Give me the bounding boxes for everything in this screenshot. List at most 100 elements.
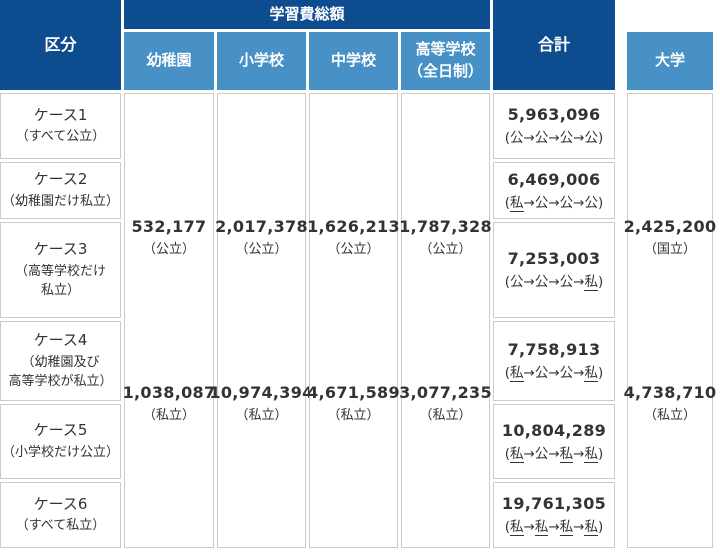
university-private-value: 4,738,710	[623, 382, 717, 402]
case-description-line: （すべて公立）	[15, 129, 106, 145]
private-value: 1,038,087	[122, 382, 216, 402]
private-note: （私立）	[143, 408, 196, 424]
total-cell-case-2: 6,469,006 (私→公→公→公)	[493, 162, 615, 219]
case-cell-case-5: ケース5 （小学校だけ公立）	[0, 404, 121, 479]
case-description-line: （すべて私立）	[15, 518, 106, 534]
tuition-table: 区分 学習費総額 合計 幼稚園 小学校 中学校 高等学校 （全日制） ケース1 （すべて公立…	[0, 0, 615, 548]
case-label: ケース1	[33, 105, 88, 124]
shogakko-private-cost: 10,974,394 （私立）	[209, 381, 313, 426]
route-public: 公	[559, 274, 574, 291]
school-cost-cell-kotogakko: 1,787,328 （公立） 3,077,235 （私立）	[399, 93, 492, 548]
route-private: 私	[534, 519, 549, 537]
school-cost-cell-yochien: 532,177 （公立） 1,038,087 （私立）	[123, 93, 216, 548]
private-note: （私立）	[235, 408, 288, 424]
yochien-private-cost: 1,038,087 （私立）	[123, 381, 216, 426]
university-national-cost: 2,425,200 （国立）	[624, 215, 717, 260]
column-header-daigaku: 大学	[627, 32, 713, 90]
public-value: 2,017,378	[215, 216, 308, 236]
public-value: 1,787,328	[399, 216, 492, 236]
total-value: 5,963,096	[507, 105, 601, 125]
route-private: 私	[510, 194, 524, 212]
route-private: 私	[584, 445, 598, 463]
case-cell-case-1: ケース1 （すべて公立）	[0, 93, 121, 159]
total-route: (私→公→私→私)	[504, 445, 604, 463]
subheader-chugakko-line: 中学校	[330, 51, 376, 70]
total-route: (私→公→公→公)	[504, 194, 604, 212]
subheader-shogakko-line: 小学校	[238, 51, 284, 70]
private-value: 3,077,235	[399, 382, 492, 402]
university-national-note: （国立）	[644, 242, 697, 258]
public-value: 1,626,213	[307, 216, 400, 236]
public-note: （公立）	[235, 242, 288, 258]
route-public: 公	[584, 130, 598, 147]
route-private: 私	[510, 519, 524, 537]
kotogakko-public-cost: 1,787,328 （公立）	[399, 215, 492, 260]
total-value: 7,253,003	[507, 249, 601, 269]
subheader-shogakko: 小学校	[217, 32, 306, 90]
route-public: 公	[559, 130, 574, 147]
private-value: 10,974,394	[209, 382, 314, 402]
route-public: 公	[584, 194, 598, 211]
route-private: 私	[559, 519, 574, 537]
case-cell-case-4: ケース4 （幼稚園及び 高等学校が私立）	[0, 321, 121, 401]
total-cell-case-5: 10,804,289 (私→公→私→私)	[493, 404, 615, 479]
route-public: 公	[534, 130, 549, 147]
group-header-gakushuhi-sogaku: 学習費総額	[124, 0, 490, 29]
school-cost-cell-shogakko: 2,017,378 （公立） 10,974,394 （私立）	[209, 93, 313, 548]
subheader-kotogakko-line: 高等学校	[415, 40, 476, 59]
route-private: 私	[559, 445, 574, 463]
case-description-line: （小学校だけ公立）	[1, 444, 119, 460]
route-public: 公	[534, 274, 549, 291]
private-value: 4,671,589	[307, 382, 400, 402]
case-label: ケース4	[33, 331, 88, 350]
case-description-line: 高等学校が私立）	[8, 373, 113, 389]
public-note: （公立）	[419, 242, 472, 258]
school-cost-cell-chugakko: 1,626,213 （公立） 4,671,589 （私立）	[307, 93, 400, 548]
route-private: 私	[510, 445, 524, 463]
university-private-note: （私立）	[644, 408, 697, 424]
total-route: (私→公→公→私)	[504, 365, 604, 383]
case-cell-case-6: ケース6 （すべて私立）	[0, 482, 121, 548]
case-label: ケース2	[33, 170, 88, 189]
route-public: 公	[510, 130, 524, 147]
private-note: （私立）	[419, 408, 472, 424]
subheader-kotogakko-line: （全日制）	[407, 62, 483, 80]
shogakko-public-cost: 2,017,378 （公立）	[215, 215, 308, 260]
subheader-chugakko: 中学校	[309, 32, 398, 90]
university-cost-cell: 2,425,200 （国立） 4,738,710 （私立）	[624, 93, 716, 548]
route-public: 公	[534, 194, 549, 211]
total-value: 19,761,305	[501, 494, 607, 514]
subheader-yochien: 幼稚園	[124, 32, 214, 90]
case-label: ケース3	[33, 240, 88, 259]
total-value: 6,469,006	[507, 169, 601, 189]
case-description-line: （高等学校だけ	[14, 264, 106, 280]
route-public: 公	[559, 194, 574, 211]
subheader-kotogakko: 高等学校 （全日制）	[401, 32, 490, 90]
total-cell-case-1: 5,963,096 (公→公→公→公)	[493, 93, 615, 159]
public-value: 532,177	[131, 216, 207, 236]
total-cell-case-3: 7,253,003 (公→公→公→私)	[493, 222, 615, 318]
column-header-gokei: 合計	[493, 0, 615, 90]
case-description-line: （幼稚園及び	[21, 355, 100, 371]
private-note: （私立）	[327, 408, 380, 424]
case-cell-case-3: ケース3 （高等学校だけ 私立）	[0, 222, 121, 318]
yochien-public-cost: 532,177 （公立）	[132, 215, 207, 260]
total-cell-case-6: 19,761,305 (私→私→私→私)	[493, 482, 615, 548]
university-private-cost: 4,738,710 （私立）	[624, 381, 717, 426]
route-public: 公	[534, 365, 549, 382]
university-national-value: 2,425,200	[623, 216, 717, 236]
chugakko-public-cost: 1,626,213 （公立）	[307, 215, 400, 260]
column-header-kubun: 区分	[0, 0, 121, 90]
total-value: 7,758,913	[507, 340, 601, 360]
total-route: (公→公→公→私)	[504, 274, 604, 292]
route-public: 公	[534, 445, 549, 462]
route-private: 私	[584, 365, 598, 383]
case-description-line: 私立）	[40, 282, 80, 298]
route-public: 公	[559, 365, 574, 382]
total-route: (私→私→私→私)	[504, 519, 604, 537]
route-private: 私	[584, 519, 598, 537]
case-label: ケース6	[33, 494, 88, 513]
route-private: 私	[584, 274, 598, 292]
case-description-line: （幼稚園だけ私立）	[1, 193, 119, 209]
